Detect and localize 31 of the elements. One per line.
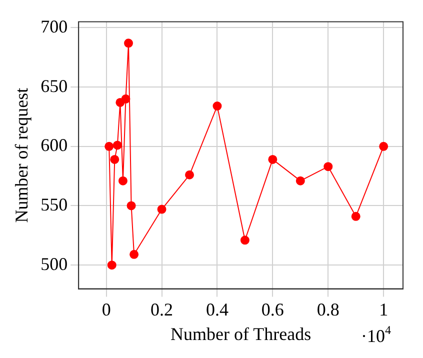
y-tick-label: 650 [40,76,68,96]
y-tick-label: 600 [40,135,68,156]
point [212,102,222,111]
point [110,154,120,164]
point [351,212,360,221]
x-tick-label: 0.8 [316,299,340,320]
point [104,142,114,151]
point [112,140,122,150]
x-tick-label: 0 [102,299,111,320]
point [126,201,136,210]
x-tick-label: 0.4 [206,299,228,320]
y-tick-label: 700 [40,16,68,36]
point [379,142,388,151]
y-tick-label: 500 [40,254,68,274]
x-tick-label: 0.6 [261,299,284,320]
y-axis-title: Number of request [12,88,32,223]
point [107,260,116,270]
x-tick-label: 0.2 [150,299,174,320]
point [240,236,250,245]
point [324,162,333,172]
point [124,38,134,48]
point [185,170,194,180]
point [121,94,130,104]
point [268,154,278,164]
point [130,250,139,259]
x-tick-label: 1 [379,299,388,320]
point [157,204,166,214]
point [296,176,305,186]
y-tick-label: 550 [40,194,68,214]
point [118,176,128,186]
x-axis-title: Number of Threads [170,324,312,344]
